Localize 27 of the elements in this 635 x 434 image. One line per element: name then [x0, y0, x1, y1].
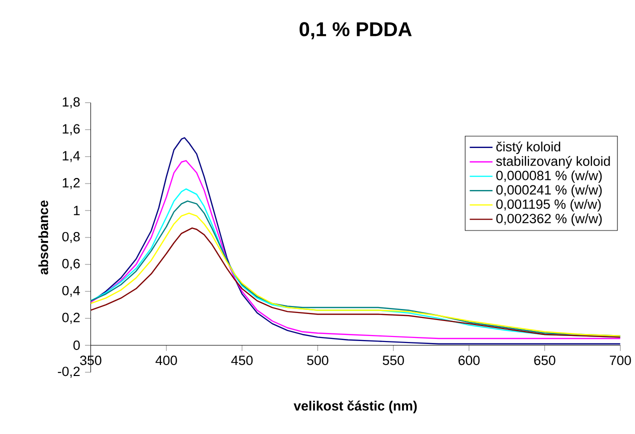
y-tick-label: 0 — [73, 340, 80, 350]
y-tick-label: 1,2 — [62, 178, 80, 190]
y-tick-label: 1,8 — [62, 97, 80, 108]
y-tick-label: -0,2 — [58, 366, 80, 378]
x-axis-title: velikost částic (nm) — [294, 400, 417, 414]
x-tick-label: 550 — [382, 356, 404, 366]
legend-label: 0,001195 % (w/w) — [496, 199, 601, 212]
x-tick-label: 650 — [534, 356, 556, 366]
legend-label: 0,000241 % (w/w) — [496, 185, 602, 198]
legend-label: čistý koloid — [496, 142, 560, 154]
y-tick-label: 0,4 — [62, 286, 80, 298]
x-tick-label: 400 — [156, 356, 177, 366]
legend-label: stabilizovaný koloid — [496, 156, 610, 169]
x-tick-label: 500 — [307, 356, 328, 366]
y-tick-label: 1 — [74, 206, 80, 216]
y-axis-title: absorbance — [38, 200, 48, 275]
x-tick-label: 600 — [458, 356, 480, 366]
x-tick-label: 700 — [610, 356, 631, 366]
legend-label: 0,000081 % (w/w) — [496, 170, 602, 184]
legend-label: 0,002362 % (w/w) — [496, 214, 602, 226]
y-tick-label: 1,6 — [62, 124, 80, 136]
x-tick-label: 450 — [231, 356, 253, 366]
y-tick-label: 0,2 — [62, 313, 80, 324]
y-tick-label: 1,4 — [62, 151, 80, 162]
y-tick-label: 0,6 — [62, 259, 80, 270]
chart-title: 0,1 % PDDA — [300, 22, 412, 40]
y-tick-label: 0,8 — [62, 232, 80, 244]
